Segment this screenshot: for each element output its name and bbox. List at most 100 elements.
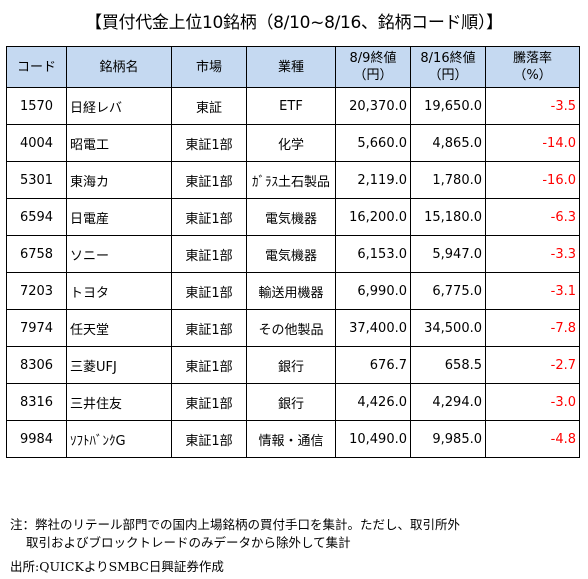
cell-code: 6758 (6, 235, 67, 273)
cell-close-0809: 20,370.0 (335, 87, 411, 125)
cell-market: 東証1部 (171, 198, 247, 236)
cell-sector: 電気機器 (246, 235, 336, 273)
cell-close-0816: 5,947.0 (410, 235, 486, 273)
cell-market: 東証 (171, 87, 247, 125)
table-row: 5301 東海カ 東証1部 ｶﾞﾗｽ土石製品 2,119.0 1,780.0 -… (6, 161, 580, 199)
cell-market: 東証1部 (171, 383, 247, 421)
cell-close-0809: 10,490.0 (335, 420, 411, 458)
cell-name: 東海カ (66, 161, 172, 199)
cell-close-0809: 5,660.0 (335, 124, 411, 162)
cell-close-0816: 4,865.0 (410, 124, 486, 162)
footnote-line-2: 取引およびブロックトレードのみデータから除外して集計 (26, 535, 351, 550)
cell-close-0816: 1,780.0 (410, 161, 486, 199)
cell-change: -3.0 (485, 383, 580, 421)
header-close-0809: 8/9終値 （円） (335, 46, 411, 88)
header-change-label: 騰落率 (512, 51, 552, 66)
cell-change: -7.8 (485, 309, 580, 347)
header-close-0816-unit: （円） (428, 68, 468, 83)
cell-close-0809: 16,200.0 (335, 198, 411, 236)
cell-code: 8316 (6, 383, 67, 421)
cell-sector: その他製品 (246, 309, 336, 347)
header-close-0816-label: 8/16終値 (420, 51, 476, 66)
cell-name: トヨタ (66, 272, 172, 310)
cell-close-0816: 15,180.0 (410, 198, 486, 236)
cell-change: -3.5 (485, 87, 580, 125)
cell-code: 6594 (6, 198, 67, 236)
table-row: 8306 三菱UFJ 東証1部 銀行 676.7 658.5 -2.7 (6, 346, 580, 384)
source-credit: 出所:QUICKよりSMBC日興証券作成 (10, 559, 224, 574)
cell-close-0816: 6,775.0 (410, 272, 486, 310)
table-row: 4004 昭電工 東証1部 化学 5,660.0 4,865.0 -14.0 (6, 124, 580, 162)
cell-code: 4004 (6, 124, 67, 162)
table-header-row: コード 銘柄名 市場 業種 8/9終値 （円） 8/16終値 （円） 騰落率 （… (6, 46, 580, 88)
footnote: 注：弊社のリテール部門での国内上場銘柄の買付手口を集計。ただし、取引所外 取引お… (10, 516, 460, 552)
table-row: 8316 三井住友 東証1部 銀行 4,426.0 4,294.0 -3.0 (6, 383, 580, 421)
table-row: 6594 日電産 東証1部 電気機器 16,200.0 15,180.0 -6.… (6, 198, 580, 236)
cell-change: -2.7 (485, 346, 580, 384)
cell-change: -6.3 (485, 198, 580, 236)
cell-change: -3.1 (485, 272, 580, 310)
cell-sector: ETF (246, 87, 336, 125)
footnote-line-1: 注：弊社のリテール部門での国内上場銘柄の買付手口を集計。ただし、取引所外 (10, 517, 461, 532)
cell-change: -16.0 (485, 161, 580, 199)
cell-name: ｿﾌﾄﾊﾞﾝｸG (66, 420, 172, 458)
cell-market: 東証1部 (171, 124, 247, 162)
cell-sector: 化学 (246, 124, 336, 162)
cell-code: 7203 (6, 272, 67, 310)
header-name: 銘柄名 (66, 46, 172, 88)
header-sector: 業種 (246, 46, 336, 88)
table-row: 1570 日経レバ 東証 ETF 20,370.0 19,650.0 -3.5 (6, 87, 580, 125)
cell-sector: 電気機器 (246, 198, 336, 236)
cell-close-0809: 4,426.0 (335, 383, 411, 421)
cell-close-0816: 658.5 (410, 346, 486, 384)
cell-sector: 情報・通信 (246, 420, 336, 458)
header-market: 市場 (171, 46, 247, 88)
table-row: 7203 トヨタ 東証1部 輸送用機器 6,990.0 6,775.0 -3.1 (6, 272, 580, 310)
document-title: 【買付代金上位10銘柄（8/10~8/16、銘柄コード順）】 (85, 13, 503, 33)
cell-close-0816: 9,985.0 (410, 420, 486, 458)
cell-name: 日電産 (66, 198, 172, 236)
cell-close-0809: 676.7 (335, 346, 411, 384)
cell-close-0809: 6,153.0 (335, 235, 411, 273)
cell-name: 三菱UFJ (66, 346, 172, 384)
cell-close-0809: 2,119.0 (335, 161, 411, 199)
table-row: 7974 任天堂 東証1部 その他製品 37,400.0 34,500.0 -7… (6, 309, 580, 347)
cell-market: 東証1部 (171, 346, 247, 384)
cell-change: -14.0 (485, 124, 580, 162)
header-close-0809-label: 8/9終値 (349, 51, 397, 66)
header-code: コード (6, 46, 67, 88)
header-close-0816: 8/16終値 （円） (410, 46, 486, 88)
cell-sector: 銀行 (246, 346, 336, 384)
cell-market: 東証1部 (171, 161, 247, 199)
cell-close-0816: 19,650.0 (410, 87, 486, 125)
cell-market: 東証1部 (171, 272, 247, 310)
cell-market: 東証1部 (171, 235, 247, 273)
cell-name: ソニー (66, 235, 172, 273)
cell-close-0816: 34,500.0 (410, 309, 486, 347)
cell-code: 5301 (6, 161, 67, 199)
table-row: 6758 ソニー 東証1部 電気機器 6,153.0 5,947.0 -3.3 (6, 235, 580, 273)
cell-market: 東証1部 (171, 309, 247, 347)
cell-name: 任天堂 (66, 309, 172, 347)
cell-name: 昭電工 (66, 124, 172, 162)
header-change: 騰落率 （%） (485, 46, 580, 88)
cell-sector: ｶﾞﾗｽ土石製品 (246, 161, 336, 199)
top-buy-table: コード 銘柄名 市場 業種 8/9終値 （円） 8/16終値 （円） 騰落率 （… (6, 46, 580, 458)
cell-change: -3.3 (485, 235, 580, 273)
cell-name: 日経レバ (66, 87, 172, 125)
cell-market: 東証1部 (171, 420, 247, 458)
cell-sector: 銀行 (246, 383, 336, 421)
header-change-unit: （%） (513, 68, 552, 83)
cell-code: 1570 (6, 87, 67, 125)
cell-close-0809: 6,990.0 (335, 272, 411, 310)
cell-sector: 輸送用機器 (246, 272, 336, 310)
table-row: 9984 ｿﾌﾄﾊﾞﾝｸG 東証1部 情報・通信 10,490.0 9,985.… (6, 420, 580, 458)
cell-code: 9984 (6, 420, 67, 458)
cell-close-0809: 37,400.0 (335, 309, 411, 347)
header-close-0809-unit: （円） (353, 68, 393, 83)
cell-code: 8306 (6, 346, 67, 384)
cell-change: -4.8 (485, 420, 580, 458)
cell-name: 三井住友 (66, 383, 172, 421)
cell-code: 7974 (6, 309, 67, 347)
cell-close-0816: 4,294.0 (410, 383, 486, 421)
